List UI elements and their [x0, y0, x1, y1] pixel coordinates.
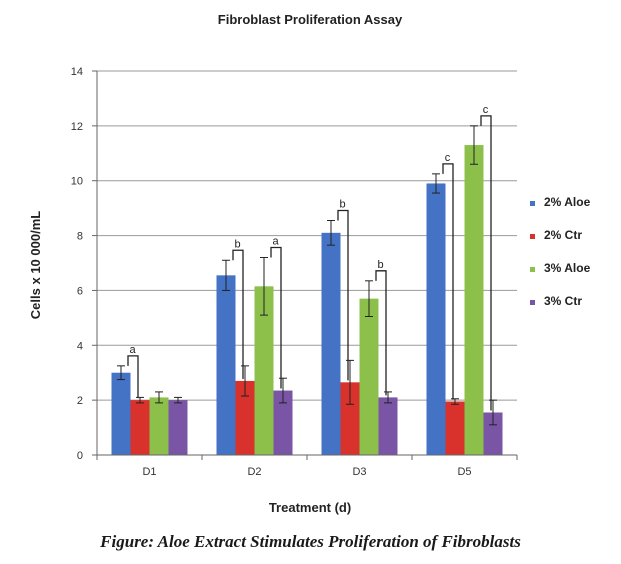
significance-bracket [337, 209, 349, 381]
bar [378, 397, 398, 455]
chart: Fibroblast Proliferation Assay Cells x 1… [28, 12, 591, 515]
significance-bracket [127, 355, 139, 399]
bar [426, 183, 446, 455]
y-tick-label: 14 [71, 66, 83, 78]
bar [149, 397, 169, 455]
y-tick-label: 6 [77, 285, 83, 297]
bar [464, 145, 484, 456]
significance-bracket [375, 270, 387, 396]
legend-label: 2% Aloe [544, 195, 591, 209]
significance-bracket [270, 246, 282, 389]
x-axis-label: Treatment (d) [269, 500, 351, 515]
chart-title: Fibroblast Proliferation Assay [218, 12, 403, 27]
legend-swatch [530, 267, 535, 272]
bar [483, 412, 503, 455]
y-tick-label: 0 [77, 450, 83, 462]
significance-bracket [232, 249, 244, 379]
legend: 2% Aloe 2% Ctr 3% Aloe 3% Ctr [530, 195, 591, 308]
bar [254, 286, 274, 455]
significance-letter: a [129, 344, 136, 356]
axes: 0 2 4 6 8 10 12 14 D1 D2 D3 D5 [71, 66, 518, 478]
y-tick-label: 10 [71, 176, 83, 188]
bars [111, 125, 503, 456]
x-tick-label: D3 [352, 466, 366, 478]
legend-label: 2% Ctr [544, 228, 582, 242]
legend-swatch [530, 300, 535, 305]
bar [445, 401, 465, 455]
y-tick-label: 12 [71, 121, 83, 133]
gridlines [97, 70, 517, 401]
x-tick-label: D2 [247, 466, 261, 478]
legend-label: 3% Ctr [544, 294, 582, 308]
bar [321, 232, 341, 455]
legend-swatch [530, 234, 535, 239]
bar [359, 298, 379, 455]
x-tick-label: D5 [457, 466, 471, 478]
significance-letter: c [445, 152, 451, 164]
y-tick-label: 2 [77, 395, 83, 407]
x-tick-label: D1 [142, 466, 156, 478]
legend-label: 3% Aloe [544, 261, 591, 275]
significance-annotations: a b a b b c c [127, 104, 492, 411]
y-tick-label: 4 [77, 340, 83, 352]
bar [273, 390, 293, 455]
significance-letter: b [234, 238, 240, 250]
bar [111, 372, 131, 455]
legend-swatch [530, 201, 535, 206]
significance-letter: b [339, 198, 345, 210]
y-axis-label: Cells x 10 000/mL [28, 211, 43, 319]
bar [340, 382, 360, 455]
significance-letter: c [483, 104, 489, 116]
bar [130, 400, 150, 455]
bar [235, 380, 255, 455]
significance-letter: a [272, 236, 279, 248]
significance-bracket [480, 115, 492, 411]
significance-letter: b [377, 259, 383, 271]
figure-caption: Figure: Aloe Extract Stimulates Prolifer… [100, 532, 521, 551]
y-tick-label: 8 [77, 231, 83, 243]
bar [216, 275, 236, 455]
significance-bracket [442, 163, 454, 400]
bar [168, 400, 188, 455]
